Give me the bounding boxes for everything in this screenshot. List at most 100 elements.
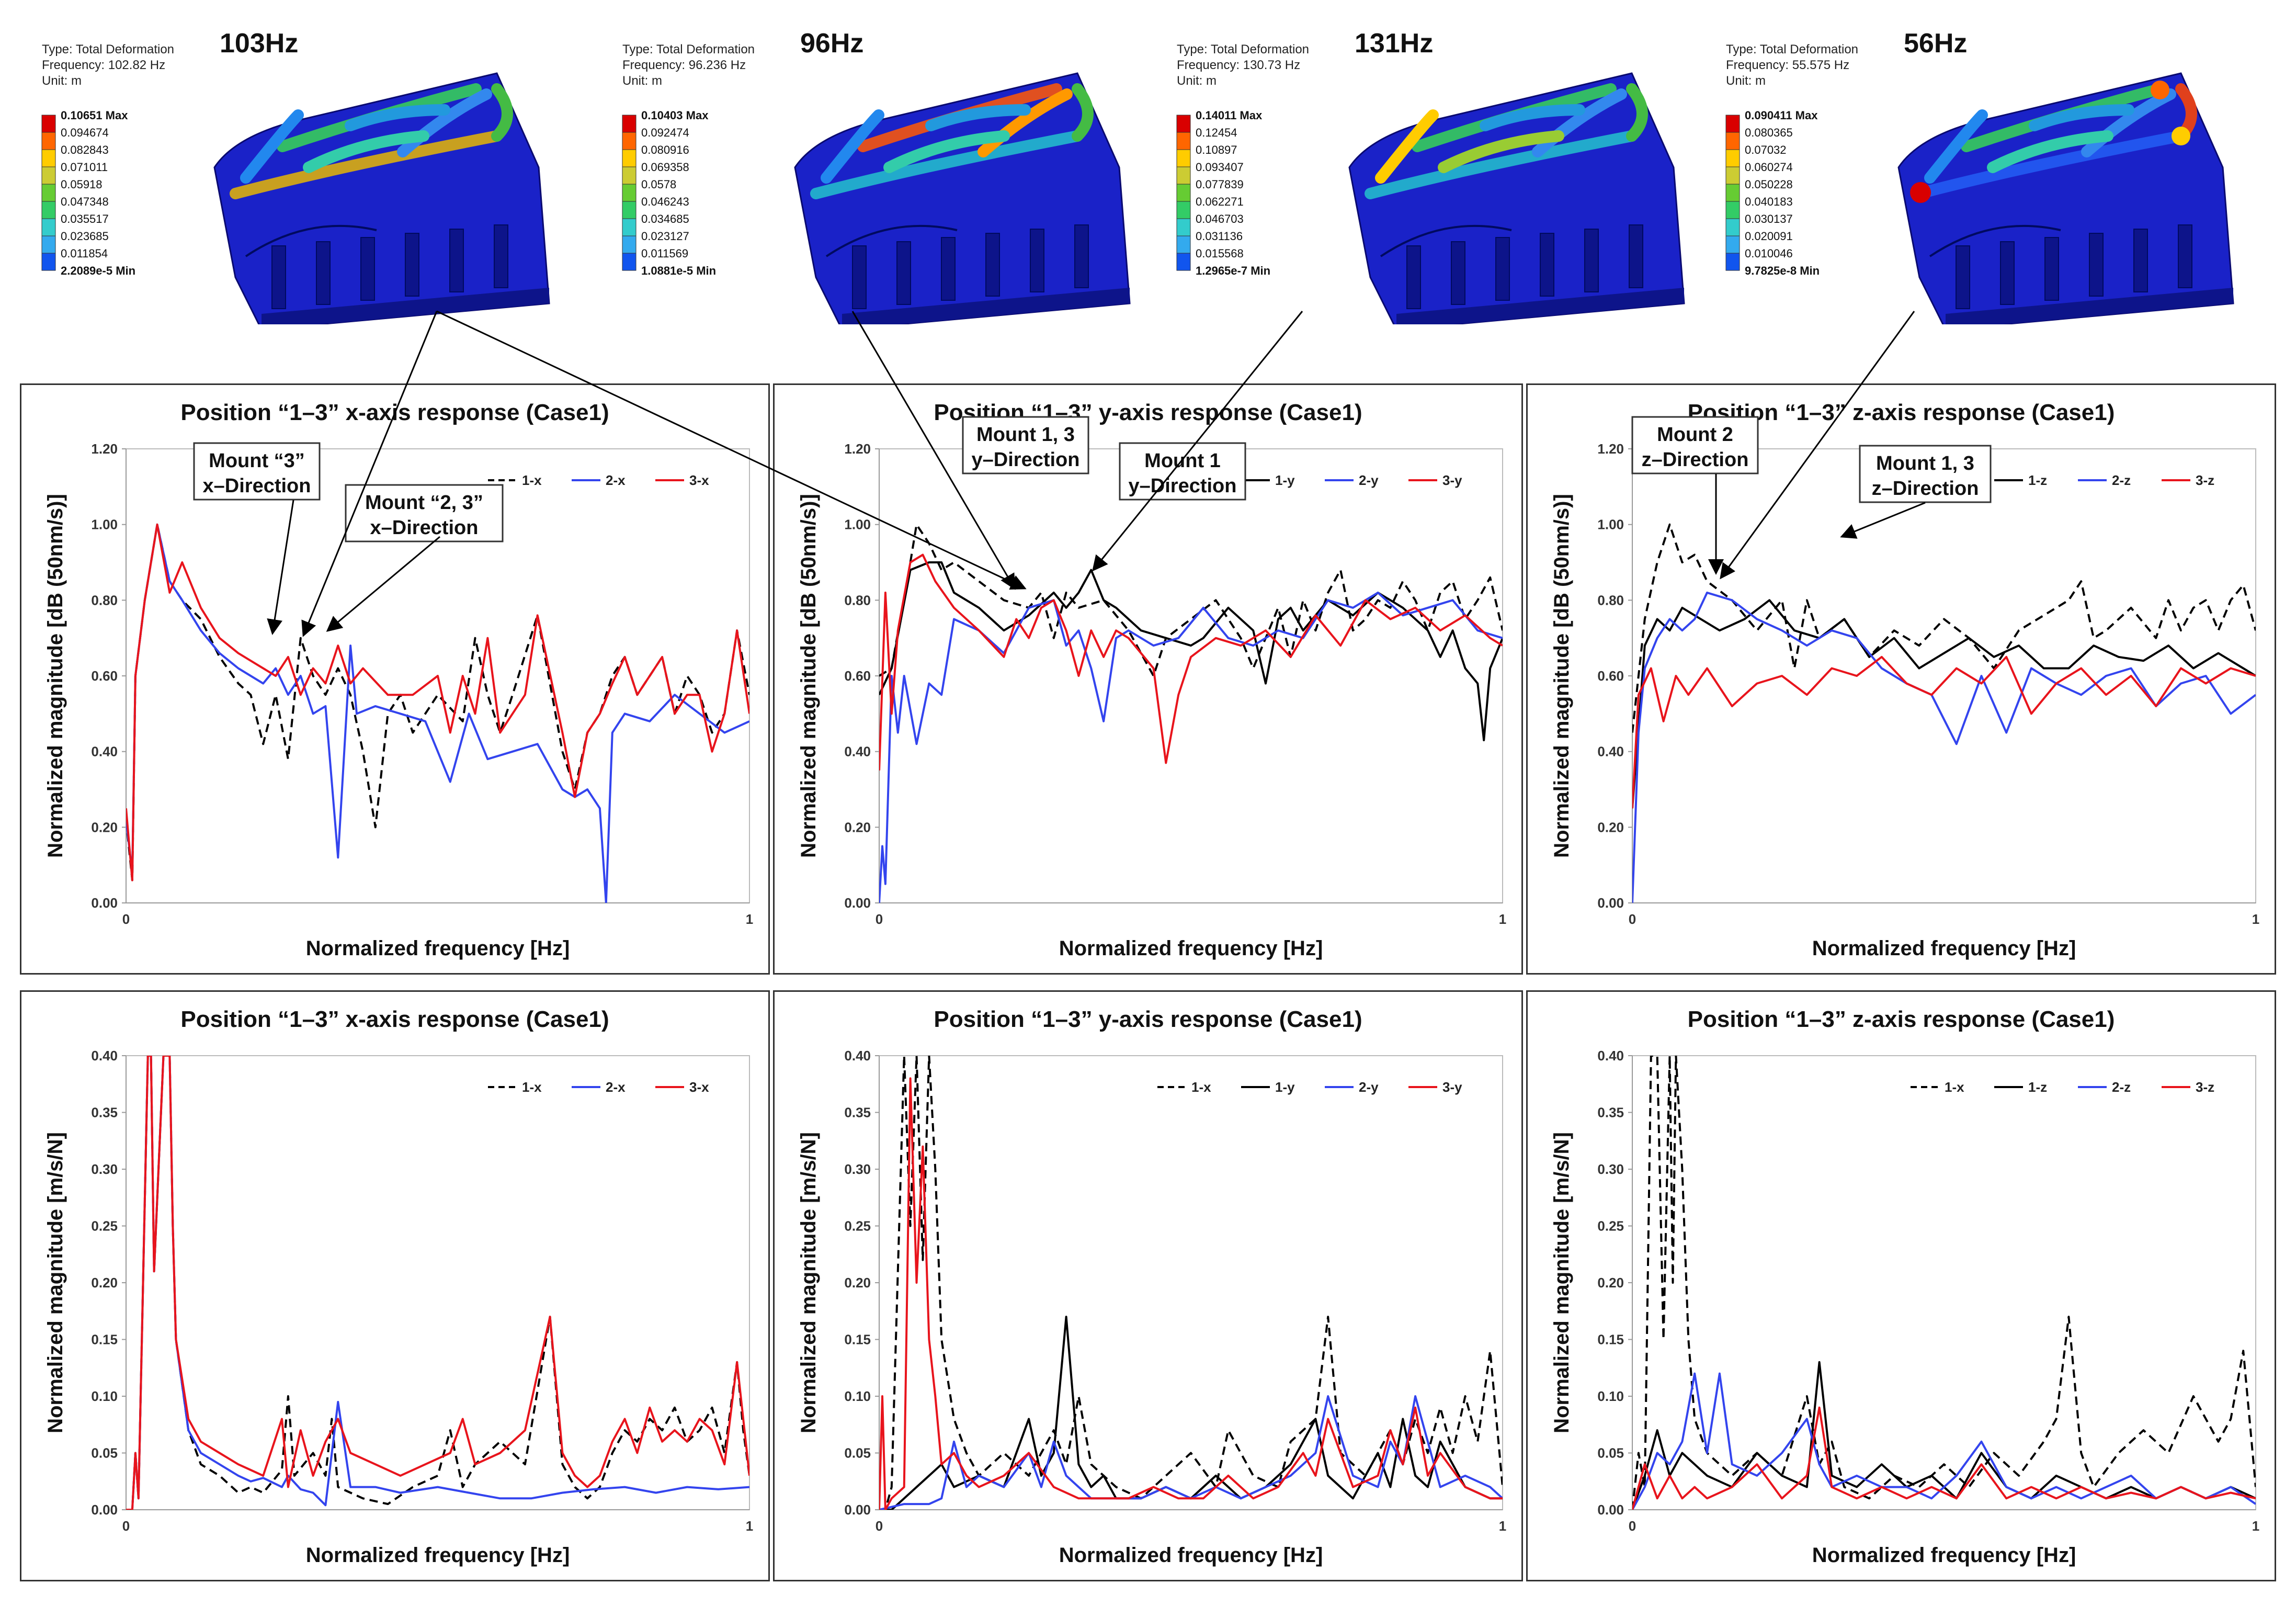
legend-value: 0.07032: [1745, 143, 1787, 156]
structure-model: [1897, 72, 2234, 324]
mode-shape-56hz: Type: Total Deformation Frequency: 55.575…: [1715, 10, 2275, 324]
x-tick-label: 0: [1629, 1518, 1636, 1534]
legend-label: 3-y: [1442, 1079, 1462, 1095]
legend-value: 0.015568: [1196, 247, 1244, 260]
y-tick-label: 0.10: [91, 1388, 118, 1404]
legend-swatch: [41, 218, 56, 236]
y-tick-label: 1.00: [91, 517, 118, 533]
y-axis-label: Normalized magnitude [dB (50nm/s)]: [44, 494, 67, 858]
hot-spot: [2172, 127, 2190, 145]
frame-rail-front: [230, 130, 503, 199]
x-axis-label: Normalized frequency [Hz]: [1812, 1544, 2076, 1567]
hot-spot: [2151, 81, 2169, 99]
chart-svg: Position “1–3” x-axis response (Case1) 0.…: [44, 400, 753, 960]
x-tick-label: 0: [876, 1518, 883, 1534]
y-tick-label: 0.30: [91, 1161, 118, 1177]
plot-area: [879, 1055, 1503, 1510]
mode-frequency-label: 103Hz: [220, 28, 298, 59]
x-axis-label: Normalized frequency [Hz]: [1059, 937, 1323, 960]
annotation-text: y–Direction: [1129, 475, 1237, 497]
annotation-text: x–Direction: [203, 475, 311, 497]
y-tick-label: 0.05: [91, 1445, 118, 1461]
annotation-text: z–Direction: [1872, 478, 1979, 500]
legend-swatch: [622, 184, 636, 202]
frame-rail-left: [240, 109, 304, 184]
chart-svg: Position “1–3” y-axis response (Case1)0.…: [797, 400, 1506, 960]
legend-value: 0.090411 Max: [1745, 109, 1818, 122]
legend-label: 2-y: [1359, 1079, 1379, 1095]
frame-rail-front: [810, 130, 1083, 199]
structure-rib: [1406, 245, 1421, 309]
y-tick-label: 0.35: [844, 1105, 871, 1121]
structure-rib: [449, 229, 464, 292]
y-axis-label: Normalized magnitude [dB (50nm/s)]: [797, 494, 820, 858]
legend-value: 0.069358: [641, 161, 689, 174]
structure-arc: [1380, 224, 1512, 257]
legend-swatch: [1176, 253, 1191, 271]
structure-rib: [1451, 241, 1465, 305]
frame-rail-center: [2081, 88, 2176, 157]
frame-cross-2: [2029, 104, 2134, 131]
legend-value: 0.030137: [1745, 212, 1793, 225]
series-line-1-z: [1632, 1361, 2256, 1510]
y-tick-label: 0.30: [844, 1161, 871, 1177]
mode-frequency-text: Frequency: 130.73 Hz: [1177, 58, 1300, 72]
structure-rib: [1584, 229, 1599, 292]
y-tick-label: 0.00: [1597, 1502, 1624, 1518]
legend-swatch: [41, 184, 56, 202]
series-line-1-x: [1632, 1056, 2256, 1510]
legend-value: 0.080365: [1745, 126, 1793, 139]
y-tick-label: 0.00: [91, 1502, 118, 1518]
y-tick-label: 0.00: [91, 895, 118, 911]
structure-rib: [1074, 224, 1089, 288]
legend-swatch: [1725, 166, 1740, 185]
mode-unit-text: Unit: m: [42, 74, 82, 88]
legend-label: 3-y: [1442, 472, 1462, 488]
annotation-text: z–Direction: [1642, 449, 1749, 471]
legend-swatch: [622, 166, 636, 185]
chart-title: Position “1–3” z-axis response (Case1): [1688, 1006, 2115, 1032]
plot-area: [126, 1055, 750, 1510]
legend-swatch: [622, 201, 636, 219]
legend-swatch: [1725, 115, 1740, 133]
x-tick-label: 1: [1499, 1518, 1506, 1534]
x-tick-label: 0: [876, 911, 883, 927]
legend-swatch: [1725, 253, 1740, 271]
y-axis-label: Normalized magnitude [dB (50nm/s)]: [1550, 494, 1573, 858]
frame-rail-left: [821, 109, 884, 184]
chart-panel-z-mobility: Position “1–3” z-axis response (Case1) 0.…: [1526, 990, 2276, 1581]
structure-rib: [2133, 229, 2148, 292]
legend-swatch: [1725, 149, 1740, 167]
legend-swatch: [1176, 201, 1191, 219]
legend-value: 0.05918: [61, 178, 103, 191]
legend-swatch: [1176, 218, 1191, 236]
annotation-text: Mount 1, 3: [976, 424, 1075, 446]
series-line-1-z: [1632, 599, 2256, 809]
legend-label: 3-z: [2196, 1079, 2214, 1095]
legend-value: 9.7825e-8 Min: [1745, 264, 1820, 277]
legend-swatch: [41, 201, 56, 219]
series-line-3-z: [1632, 1406, 2256, 1510]
chart-panel-y-db: Position “1–3” y-axis response (Case1) 0.…: [773, 383, 1523, 975]
legend-swatch: [622, 235, 636, 254]
legend-swatch: [1176, 115, 1191, 133]
legend-swatch: [41, 235, 56, 254]
legend-value: 0.023127: [641, 230, 689, 243]
legend-value: 0.12454: [1196, 126, 1237, 139]
structure-rib: [1629, 224, 1643, 288]
mode-frequency-text: Frequency: 102.82 Hz: [42, 58, 165, 72]
frame-rail-front: [1914, 130, 2187, 199]
y-tick-label: 0.00: [1597, 895, 1624, 911]
structure-rib: [2000, 241, 2015, 305]
structure-base: [1396, 288, 1684, 324]
legend-swatch: [41, 253, 56, 271]
y-tick-label: 0.20: [1597, 1275, 1624, 1291]
legend-value: 0.10897: [1196, 143, 1237, 156]
legend-label: 1-y: [1275, 1079, 1295, 1095]
legend-value: 0.080916: [641, 143, 689, 156]
structure-rib: [1540, 233, 1554, 297]
y-axis-label: Normalized magnitude [m/s/N]: [44, 1132, 67, 1433]
legend-swatch: [622, 115, 636, 133]
legend-value: 0.023685: [61, 230, 109, 243]
y-tick-label: 0.00: [844, 895, 871, 911]
